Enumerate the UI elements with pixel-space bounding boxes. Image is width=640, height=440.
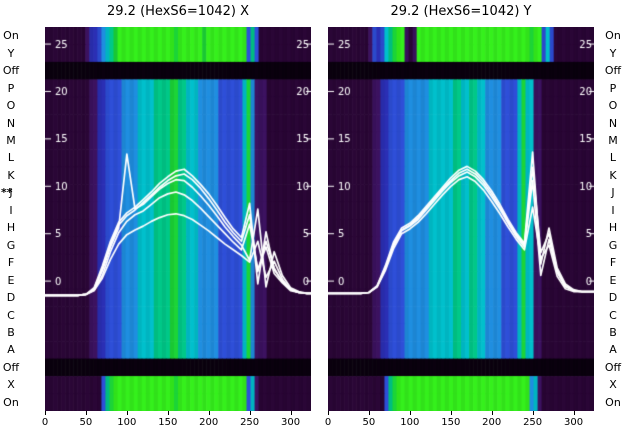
row-label-right-17-B: B	[609, 325, 617, 339]
row-label-right-9-J: J	[611, 186, 615, 200]
selected-row-marker: **	[1, 186, 13, 200]
row-label-left-7-L: L	[7, 151, 15, 165]
row-label-left-16-C: C	[7, 308, 15, 322]
row-label-left-9-J: J	[9, 186, 13, 200]
row-label-left-2-Off: Off	[2, 64, 20, 78]
x-tick-label: 50	[79, 417, 93, 428]
row-label-right-12-G: G	[608, 238, 618, 252]
row-label-right-21-On: On	[605, 395, 621, 409]
x-tick-label: 150	[441, 417, 461, 428]
x-tick-label: 150	[158, 417, 178, 428]
row-label-right-6-M: M	[608, 133, 618, 147]
panel-y-title: 29.2 (HexS6=1042) Y	[390, 4, 532, 19]
x-tick-mark	[249, 411, 251, 415]
x-tick-mark	[368, 411, 370, 415]
row-label-left-0-On: On	[3, 29, 19, 43]
panel-x-title: 29.2 (HexS6=1042) X	[107, 4, 249, 19]
row-label-left-8-K: K	[7, 168, 15, 182]
row-label-right-10-I: I	[611, 203, 615, 217]
x-tick-label: 200	[482, 417, 502, 428]
row-label-right-15-D: D	[608, 291, 618, 305]
x-tick-mark	[290, 411, 292, 415]
x-tick-mark	[532, 411, 534, 415]
row-label-left-11-H: H	[6, 221, 16, 235]
x-tick-mark	[167, 411, 169, 415]
row-label-left-10-I: I	[9, 203, 13, 217]
x-tick-mark	[85, 411, 87, 415]
row-label-left-18-A: A	[7, 343, 15, 357]
row-label-right-7-L: L	[609, 151, 617, 165]
row-label-right-3-P: P	[609, 81, 617, 95]
row-label-left-5-N: N	[6, 116, 16, 130]
x-tick-mark	[409, 411, 411, 415]
panel-y-plot	[328, 27, 594, 411]
row-label-right-4-O: O	[608, 99, 618, 113]
row-label-left-1-Y: Y	[7, 46, 15, 60]
x-tick-mark	[328, 411, 329, 415]
row-label-left-21-On: On	[3, 395, 19, 409]
x-tick-label: 250	[240, 417, 260, 428]
row-label-right-11-H: H	[608, 221, 618, 235]
row-label-left-12-G: G	[6, 238, 16, 252]
row-label-left-20-X: X	[7, 378, 15, 392]
row-label-left-17-B: B	[7, 325, 15, 339]
row-label-right-8-K: K	[609, 168, 617, 182]
row-label-left-6-M: M	[6, 133, 16, 147]
row-label-right-2-Off: Off	[604, 64, 622, 78]
row-label-left-4-O: O	[6, 99, 16, 113]
row-label-left-13-F: F	[7, 256, 15, 270]
row-label-left-3-P: P	[7, 81, 15, 95]
panel-x-plot	[45, 27, 311, 411]
x-tick-label: 200	[199, 417, 219, 428]
x-tick-mark	[450, 411, 452, 415]
row-label-right-13-F: F	[609, 256, 617, 270]
x-tick-label: 100	[117, 417, 137, 428]
row-label-right-18-A: A	[609, 343, 617, 357]
x-tick-label: 50	[362, 417, 376, 428]
row-label-left-15-D: D	[6, 291, 16, 305]
x-tick-mark	[126, 411, 128, 415]
row-label-right-20-X: X	[609, 378, 617, 392]
row-label-right-1-Y: Y	[609, 46, 617, 60]
x-tick-label: 250	[523, 417, 543, 428]
x-tick-mark	[491, 411, 493, 415]
x-tick-label: 300	[280, 417, 301, 428]
row-label-right-14-E: E	[609, 273, 617, 287]
x-tick-label: 0	[41, 417, 49, 428]
x-tick-label: 0	[324, 417, 332, 428]
x-tick-label: 300	[563, 417, 584, 428]
x-tick-mark	[45, 411, 46, 415]
row-label-right-16-C: C	[609, 308, 617, 322]
x-tick-mark	[208, 411, 210, 415]
x-tick-mark	[573, 411, 575, 415]
row-label-left-14-E: E	[7, 273, 15, 287]
x-tick-label: 100	[400, 417, 420, 428]
row-label-right-5-N: N	[608, 116, 618, 130]
row-label-right-19-Off: Off	[604, 360, 622, 374]
row-label-left-19-Off: Off	[2, 360, 20, 374]
row-label-right-0-On: On	[605, 29, 621, 43]
